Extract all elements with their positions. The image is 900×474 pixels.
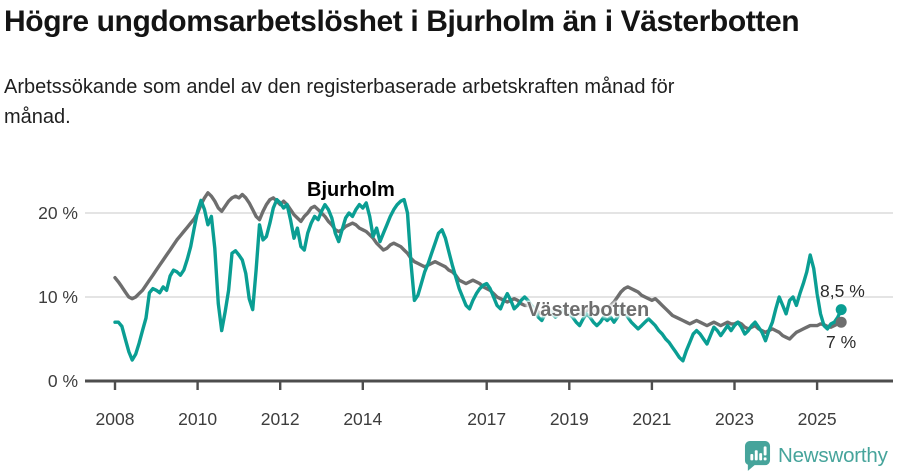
series-label-vasterbotten: Västerbotten	[527, 299, 650, 321]
end-value-label-bjurholm: 8,5 %	[820, 281, 865, 301]
x-tick-label-2021: 2021	[632, 409, 671, 429]
series-label-bjurholm: Bjurholm	[307, 179, 395, 201]
y-tick-label-10: 10 %	[38, 287, 78, 307]
y-tick-label-0: 0 %	[48, 371, 78, 391]
page-title: Högre ungdomsarbetslöshet i Bjurholm än …	[4, 5, 800, 38]
x-tick-label-2023: 2023	[715, 409, 754, 429]
x-tick-label-2014: 2014	[343, 409, 382, 429]
x-tick-label-2025: 2025	[798, 409, 837, 429]
subtitle-line-2: månad.	[4, 106, 71, 128]
x-tick-label-2008: 2008	[96, 409, 135, 429]
brand-name: Newsworthy	[778, 443, 888, 467]
newsworthy-logo: Newsworthy	[744, 440, 888, 471]
x-tick-label-2012: 2012	[261, 409, 300, 429]
x-tick-label-2019: 2019	[550, 409, 589, 429]
series-end-dot-västerbotten	[835, 316, 847, 328]
subtitle-line-1: Arbetssökande som andel av den registerb…	[4, 76, 675, 98]
newsworthy-badge-icon	[744, 441, 771, 471]
chart-subtitle: Arbetssökande som andel av den registerb…	[4, 72, 864, 132]
y-tick-label-20: 20 %	[38, 203, 78, 223]
x-tick-label-2017: 2017	[467, 409, 506, 429]
x-tick-label-2010: 2010	[178, 409, 217, 429]
end-value-label-vasterbotten: 7 %	[826, 332, 857, 352]
series-line-västerbotten	[113, 191, 843, 341]
series-end-dot-bjurholm	[835, 304, 847, 316]
series-line-bjurholm	[113, 197, 843, 363]
